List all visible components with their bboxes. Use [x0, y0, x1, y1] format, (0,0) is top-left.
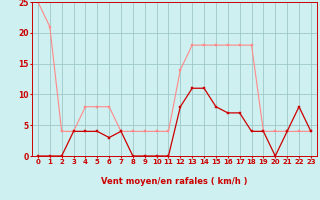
X-axis label: Vent moyen/en rafales ( km/h ): Vent moyen/en rafales ( km/h )	[101, 177, 248, 186]
